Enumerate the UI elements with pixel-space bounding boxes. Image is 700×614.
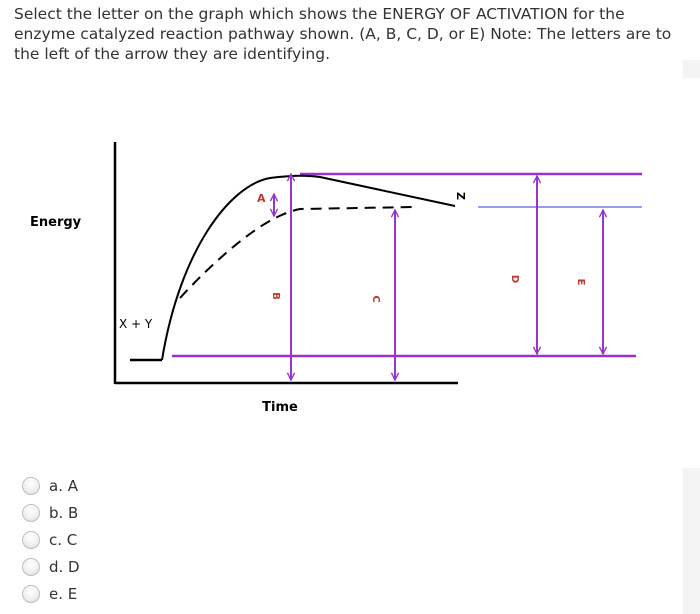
option-c-label[interactable]: c. C	[49, 530, 78, 549]
letter-c: C	[370, 295, 381, 302]
option-a[interactable]: a. A	[22, 472, 80, 499]
x-axis-label: Time	[262, 400, 298, 415]
scroll-edge-top	[683, 60, 700, 78]
option-a-label[interactable]: a. A	[49, 476, 78, 495]
y-axis-label: Energy	[30, 215, 82, 230]
option-e[interactable]: e. E	[22, 580, 80, 607]
option-c[interactable]: c. C	[22, 526, 80, 553]
letter-d: D	[509, 275, 520, 283]
option-d[interactable]: d. D	[22, 553, 80, 580]
radio-e[interactable]	[22, 584, 40, 603]
radio-b[interactable]	[22, 503, 40, 522]
scroll-edge-bottom	[683, 468, 700, 614]
option-b[interactable]: b. B	[22, 499, 80, 526]
uncatalyzed-curve	[161, 174, 456, 361]
product-label: Z	[454, 192, 467, 200]
question-text: Select the letter on the graph which sho…	[14, 5, 672, 63]
letter-e: E	[575, 279, 586, 286]
radio-a[interactable]	[22, 476, 40, 495]
energy-diagram: Energy Time X + Y Z A B C D E	[30, 142, 642, 415]
reactant-label: X + Y	[119, 317, 153, 331]
radio-c[interactable]	[22, 530, 40, 549]
option-e-label[interactable]: e. E	[49, 584, 78, 603]
letter-b: B	[270, 292, 281, 300]
radio-d[interactable]	[22, 557, 40, 576]
option-b-label[interactable]: b. B	[49, 503, 79, 522]
answer-options: a. A b. B c. C d. D e. E	[22, 472, 80, 607]
option-d-label[interactable]: d. D	[49, 557, 80, 576]
letter-a: A	[257, 192, 266, 205]
catalyzed-curve	[179, 206, 416, 299]
